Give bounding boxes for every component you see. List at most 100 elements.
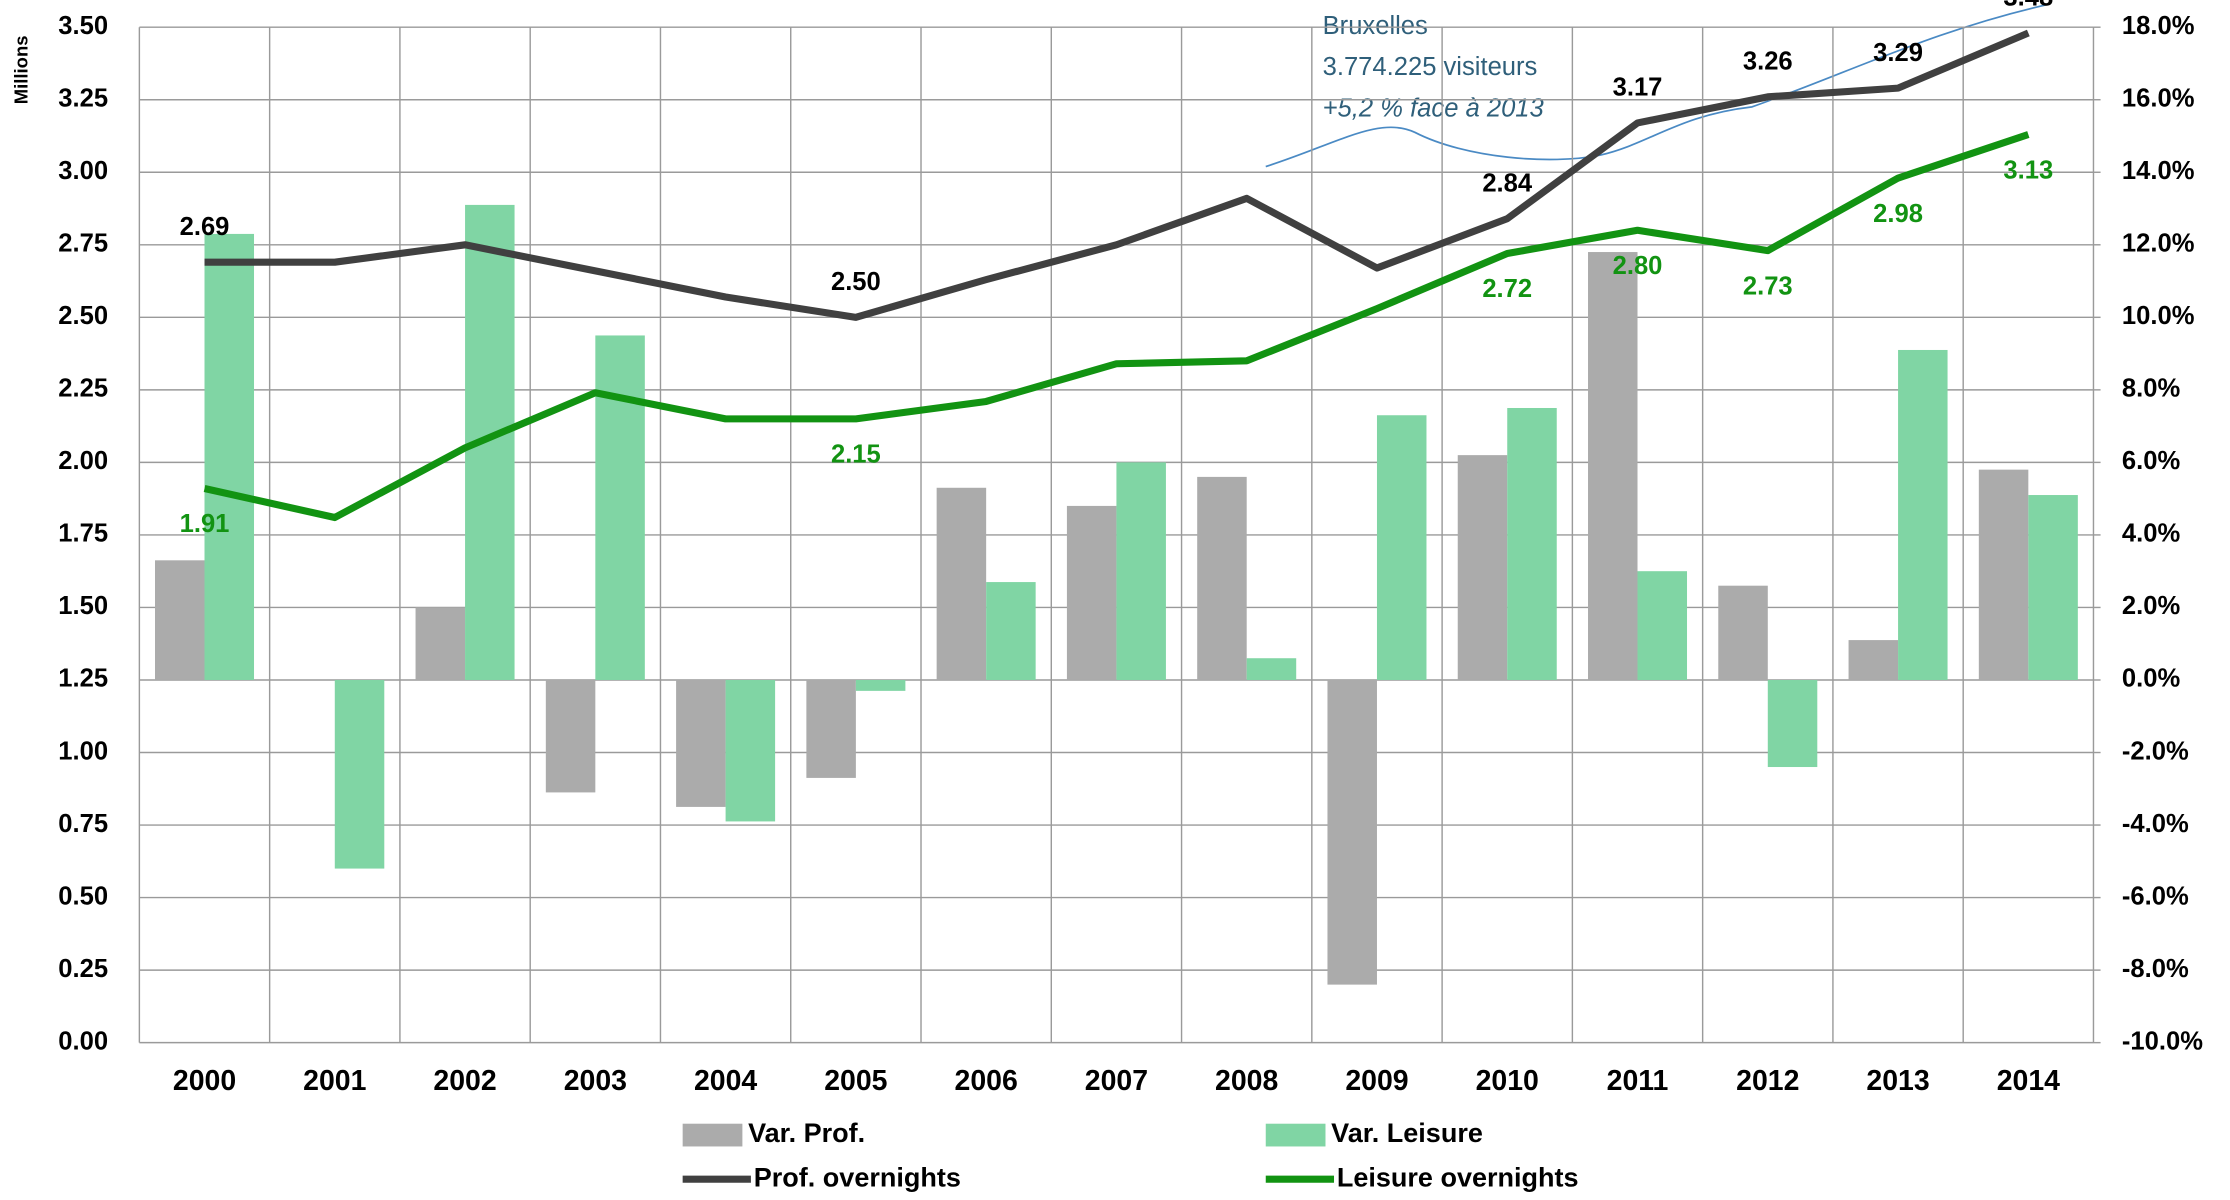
x-tick-label: 2009 xyxy=(1345,1065,1408,1097)
bar xyxy=(855,679,906,691)
y2-tick-label: -2.0% xyxy=(2122,737,2189,765)
y-tick-label: 0.25 xyxy=(58,955,108,983)
y2-tick-label: -8.0% xyxy=(2122,955,2189,983)
bar xyxy=(1718,585,1768,680)
x-tick-label: 2004 xyxy=(694,1065,757,1097)
line xyxy=(203,131,2030,522)
bar xyxy=(334,679,385,869)
data-label: 3.17 xyxy=(1613,74,1663,102)
x-tick-label: 2000 xyxy=(173,1065,236,1097)
bar xyxy=(1197,476,1247,680)
annotation: Bruxelles xyxy=(1323,12,1428,40)
legend-swatch xyxy=(1265,1123,1326,1147)
y-tick-label: 2.00 xyxy=(58,447,108,475)
bar xyxy=(936,487,987,680)
annotation-callout xyxy=(1265,3,2049,168)
bar xyxy=(1767,679,1818,768)
bar xyxy=(2028,495,2078,680)
y2-tick-label: 14.0% xyxy=(2122,157,2195,185)
bar xyxy=(1898,349,1948,680)
x-tick-label: 2002 xyxy=(433,1065,496,1097)
y-tick-label: 0.75 xyxy=(58,810,108,838)
bar xyxy=(1507,407,1557,680)
y-tick-label: 0.00 xyxy=(58,1027,108,1055)
x-tick-label: 2012 xyxy=(1736,1065,1799,1097)
bar xyxy=(1376,415,1427,680)
data-label: 2.73 xyxy=(1743,272,1793,300)
x-tick-label: 2013 xyxy=(1866,1065,1929,1097)
data-label: 1.91 xyxy=(180,510,230,538)
data-label: 3.26 xyxy=(1743,47,1793,75)
x-tick-label: 2007 xyxy=(1085,1065,1148,1097)
y-tick-label: 2.75 xyxy=(58,230,108,258)
bar xyxy=(1457,455,1508,680)
bar xyxy=(1066,505,1117,680)
x-tick-label: 2014 xyxy=(1997,1065,2060,1097)
y-tick-label: 1.25 xyxy=(58,665,108,693)
y2-tick-label: 18.0% xyxy=(2122,12,2195,40)
y2-tick-label: 4.0% xyxy=(2122,520,2181,548)
bar xyxy=(595,335,645,680)
x-tick-label: 2001 xyxy=(303,1065,366,1097)
y2-tick-label: 12.0% xyxy=(2122,230,2195,258)
y-tick-label: 3.25 xyxy=(58,84,108,112)
y2-tick-label: 2.0% xyxy=(2122,592,2181,620)
bar xyxy=(676,679,726,807)
bar xyxy=(545,679,596,793)
bar xyxy=(806,679,856,778)
x-tick-label: 2006 xyxy=(955,1065,1018,1097)
y2-tick-label: -6.0% xyxy=(2122,882,2189,910)
data-label: 2.80 xyxy=(1613,252,1663,280)
x-tick-label: 2003 xyxy=(564,1065,627,1097)
legend-label: Leisure overnights xyxy=(1337,1162,1579,1192)
bar xyxy=(1116,462,1166,680)
bar xyxy=(986,582,1036,680)
y-tick-label: 2.25 xyxy=(58,375,108,403)
data-label: 3.29 xyxy=(1873,39,1923,67)
bar xyxy=(1246,658,1297,680)
legend-label: Prof. overnights xyxy=(754,1162,961,1192)
y-tick-label: 3.00 xyxy=(58,157,108,185)
data-label: 2.72 xyxy=(1482,275,1532,303)
line xyxy=(204,29,2030,321)
bar xyxy=(1637,571,1688,680)
bar xyxy=(1327,679,1377,985)
bar xyxy=(725,679,776,822)
y2-tick-label: 16.0% xyxy=(2122,84,2195,112)
y-tick-label: 1.50 xyxy=(58,592,108,620)
y-tick-label: 1.75 xyxy=(58,520,108,548)
bar xyxy=(1848,640,1899,680)
annotation: +5,2 % face à 2013 xyxy=(1323,94,1544,122)
y2-tick-label: 0.0% xyxy=(2122,665,2181,693)
y2-tick-label: 10.0% xyxy=(2122,302,2195,330)
legend-swatch xyxy=(682,1123,743,1147)
legend-label: Var. Leisure xyxy=(1331,1118,1483,1148)
x-tick-label: 2005 xyxy=(824,1065,887,1097)
y2-tick-label: 8.0% xyxy=(2122,375,2181,403)
y-axis-label: Millions xyxy=(11,35,32,104)
bar xyxy=(155,560,205,680)
x-tick-label: 2008 xyxy=(1215,1065,1278,1097)
bar xyxy=(1588,252,1638,680)
x-tick-label: 2010 xyxy=(1476,1065,1539,1097)
data-label: 2.50 xyxy=(831,268,881,296)
y-tick-label: 0.50 xyxy=(58,882,108,910)
data-label: 3.48 xyxy=(2003,0,2053,12)
bar xyxy=(204,233,255,680)
y2-tick-label: -10.0% xyxy=(2122,1027,2203,1055)
data-label: 2.84 xyxy=(1482,169,1533,197)
y-tick-label: 1.00 xyxy=(58,737,108,765)
annotation: 3.774.225 visiteurs xyxy=(1323,53,1538,81)
data-label: 3.13 xyxy=(2003,156,2053,184)
x-tick-label: 2011 xyxy=(1607,1065,1669,1097)
y2-tick-label: 6.0% xyxy=(2122,447,2181,475)
y2-tick-label: -4.0% xyxy=(2122,810,2189,838)
bar xyxy=(415,607,466,680)
data-label: 2.69 xyxy=(180,213,230,241)
data-label: 2.15 xyxy=(831,441,881,469)
y-tick-label: 3.50 xyxy=(58,12,108,40)
bar xyxy=(1978,469,2029,680)
y-tick-label: 2.50 xyxy=(58,302,108,330)
legend-label: Var. Prof. xyxy=(748,1118,865,1148)
